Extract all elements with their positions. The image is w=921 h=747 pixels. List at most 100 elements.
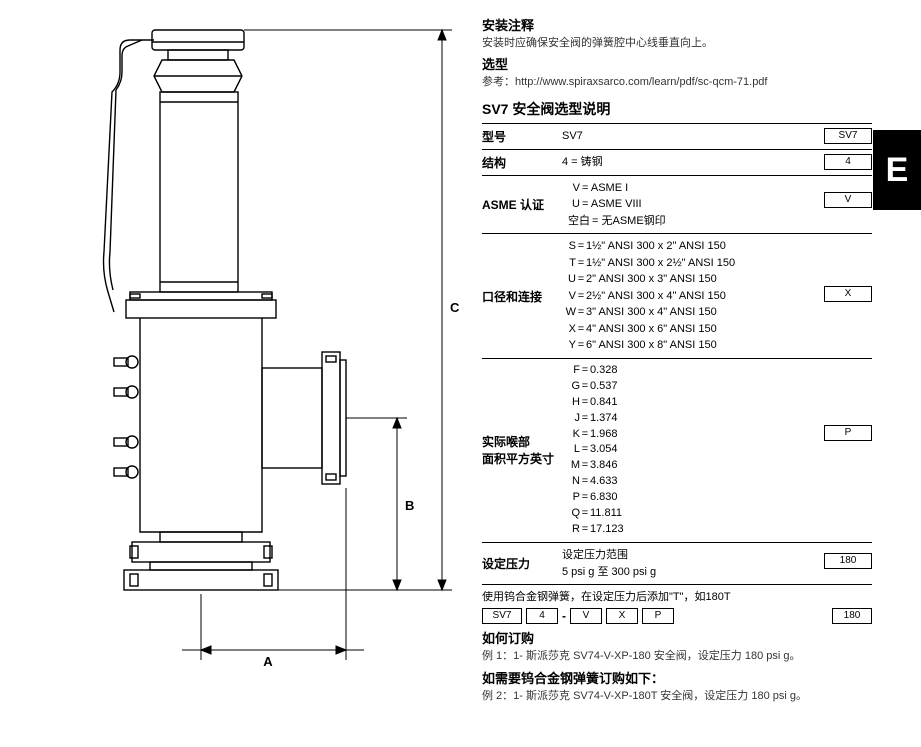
row-area: 实际喉部 面积平方英寸 F=0.328G=0.537H=0.841J=1.374… <box>482 358 872 542</box>
area-opt-k: R <box>562 522 580 538</box>
code-box: P <box>642 608 674 624</box>
conn-opt-k: X <box>562 321 576 338</box>
install-text: 安装时应确保安全阀的弹簧腔中心线垂直向上。 <box>482 36 872 51</box>
code-example: SV7 4 - V X P 180 <box>482 608 872 624</box>
asme-opt-k: 空白 <box>562 213 590 230</box>
area-opt-v: 6.830 <box>590 490 640 506</box>
code-box: X <box>606 608 638 624</box>
row-model-box: SV7 <box>824 128 872 144</box>
area-opt-v: 4.633 <box>590 474 640 490</box>
row-setp-box: 180 <box>824 553 872 569</box>
area-opt-eq: = <box>580 458 590 474</box>
row-area-opts: F=0.328G=0.537H=0.841J=1.374K=1.968L=3.0… <box>562 363 872 538</box>
conn-opt-v: 6" ANSI 300 x 8" ANSI 150 <box>586 337 872 354</box>
row-conn-box: X <box>824 286 872 302</box>
area-opt-v: 0.328 <box>590 363 640 379</box>
row-asme-label: ASME 认证 <box>482 196 562 213</box>
diagram-column: C B A <box>12 12 462 712</box>
selection-heading: 选型 <box>482 54 872 73</box>
dim-b-label: B <box>405 498 414 513</box>
asme-opt-v: = ASME I <box>582 180 628 197</box>
conn-opt-k: V <box>562 288 576 305</box>
area-opt-v: 11.811 <box>590 506 640 522</box>
spec-column: 安装注释 安装时应确保安全阀的弹簧腔中心线垂直向上。 选型 参考：http://… <box>482 12 872 712</box>
area-opt-k: P <box>562 490 580 506</box>
row-area-label2: 面积平方英寸 <box>482 450 562 467</box>
conn-opt-v: 3" ANSI 300 x 4" ANSI 150 <box>586 304 872 321</box>
selection-ref-text: 参考：http://www.spiraxsarco.com/learn/pdf/… <box>482 75 872 90</box>
area-opt-v: 1.968 <box>590 427 640 443</box>
area-opt-k: J <box>562 411 580 427</box>
area-opt-eq: = <box>580 522 590 538</box>
row-conn-label: 口径和连接 <box>482 288 562 305</box>
row-asme-box: V <box>824 192 872 208</box>
conn-opt-k: T <box>562 255 576 272</box>
valve-diagram: C B A <box>12 12 462 712</box>
code-dash: - <box>562 609 566 623</box>
asme-opt-k: V <box>562 180 580 197</box>
row-struct: 结构 4 = 铸钢 4 <box>482 149 872 175</box>
area-opt-v: 0.537 <box>590 379 640 395</box>
area-opt-k: F <box>562 363 580 379</box>
row-area-box: P <box>824 425 872 441</box>
conn-opt-k: Y <box>562 337 576 354</box>
area-opt-k: K <box>562 427 580 443</box>
code-box: SV7 <box>482 608 522 624</box>
area-opt-k: M <box>562 458 580 474</box>
area-opt-k: H <box>562 395 580 411</box>
spring-note: 使用钨合金钢弹簧，在设定压力后添加"T"，如180T <box>482 588 872 604</box>
install-heading: 安装注释 <box>482 15 872 34</box>
asme-opt-v: = 无ASME钢印 <box>592 213 666 230</box>
code-box: 4 <box>526 608 558 624</box>
area-opt-eq: = <box>580 474 590 490</box>
page-container: C B A 安装注释 安装时 <box>12 12 909 712</box>
asme-opt-v: = ASME VIII <box>582 196 642 213</box>
area-opt-eq: = <box>580 363 590 379</box>
row-asme: ASME 认证 V= ASME I U= ASME VIII 空白= 无ASME… <box>482 175 872 234</box>
conn-opt-eq: = <box>576 238 586 255</box>
order-heading: 如何订购 <box>482 628 872 647</box>
order-heading2: 如需要钨合金钢弹簧订购如下： <box>482 668 872 687</box>
conn-opt-v: 1½" ANSI 300 x 2" ANSI 150 <box>586 238 872 255</box>
conn-opt-eq: = <box>576 271 586 288</box>
area-opt-v: 3.846 <box>590 458 640 474</box>
conn-opt-eq: = <box>576 288 586 305</box>
area-opt-k: Q <box>562 506 580 522</box>
area-opt-v: 3.054 <box>590 442 640 458</box>
side-tab: E <box>873 130 921 210</box>
row-setp: 设定压力 设定压力范围 5 psi g 至 300 psi g 180 <box>482 542 872 585</box>
area-opt-v: 1.374 <box>590 411 640 427</box>
area-opt-eq: = <box>580 442 590 458</box>
area-opt-eq: = <box>580 427 590 443</box>
row-setp-label: 设定压力 <box>482 555 562 572</box>
dim-c-label: C <box>450 300 460 315</box>
conn-opt-eq: = <box>576 304 586 321</box>
conn-opt-v: 4" ANSI 300 x 6" ANSI 150 <box>586 321 872 338</box>
row-model: 型号 SV7 SV7 <box>482 123 872 149</box>
row-model-label: 型号 <box>482 128 562 145</box>
area-opt-eq: = <box>580 506 590 522</box>
row-struct-box: 4 <box>824 154 872 170</box>
area-opt-eq: = <box>580 490 590 506</box>
conn-opt-k: W <box>562 304 576 321</box>
code-box: V <box>570 608 602 624</box>
row-conn: 口径和连接 S=1½" ANSI 300 x 2" ANSI 150T=1½" … <box>482 233 872 358</box>
area-opt-v: 17.123 <box>590 522 640 538</box>
row-area-label1: 实际喉部 <box>482 433 562 450</box>
order-ex1: 例 1：1- 斯派莎克 SV74-V-XP-180 安全阀，设定压力 180 p… <box>482 649 872 664</box>
conn-opt-eq: = <box>576 337 586 354</box>
row-struct-label: 结构 <box>482 154 562 171</box>
conn-opt-v: 1½" ANSI 300 x 2½" ANSI 150 <box>586 255 872 272</box>
area-opt-k: G <box>562 379 580 395</box>
code-box: 180 <box>832 608 872 624</box>
area-opt-k: L <box>562 442 580 458</box>
dim-a-label: A <box>263 654 273 669</box>
conn-opt-k: S <box>562 238 576 255</box>
conn-opt-k: U <box>562 271 576 288</box>
area-opt-eq: = <box>580 395 590 411</box>
selection-title: SV7 安全阀选型说明 <box>482 99 872 119</box>
asme-opt-k: U <box>562 196 580 213</box>
area-opt-v: 0.841 <box>590 395 640 411</box>
conn-opt-eq: = <box>576 321 586 338</box>
conn-opt-eq: = <box>576 255 586 272</box>
